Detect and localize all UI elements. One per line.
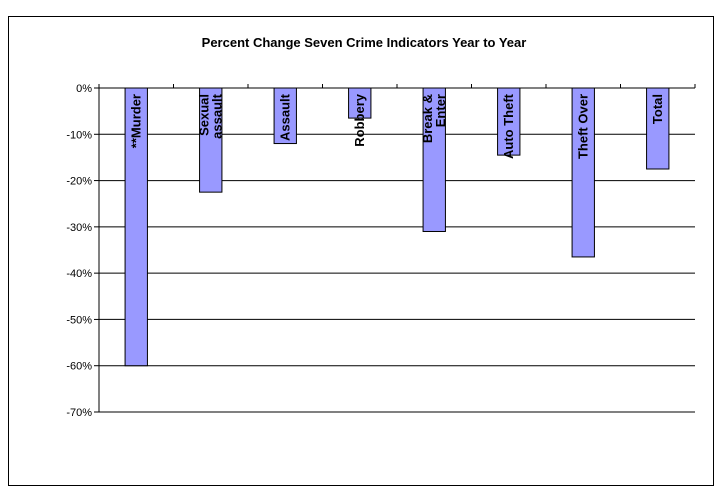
y-tick-label: -60%	[66, 361, 92, 373]
bars	[124, 87, 670, 367]
category-label-line: Theft Over	[575, 94, 590, 159]
category-label-line: assault	[209, 93, 224, 138]
y-tick-label: -50%	[66, 314, 92, 326]
axes	[98, 84, 696, 412]
bar-chart: Percent Change Seven Crime Indicators Ye…	[66, 35, 696, 419]
category-label-line: Robbery	[352, 93, 367, 147]
category-label: **Murder	[128, 94, 143, 148]
y-tick-label: -10%	[66, 129, 92, 141]
category-label: Theft Over	[575, 94, 590, 159]
category-label-line: Auto Theft	[501, 93, 516, 159]
category-label-line: Sexual	[196, 94, 211, 136]
chart-title: Percent Change Seven Crime Indicators Ye…	[202, 35, 527, 50]
category-label: Assault	[277, 93, 292, 141]
y-tick-label: -70%	[66, 407, 92, 419]
category-label-line: **Murder	[128, 94, 143, 148]
category-label-line: Enter	[433, 94, 448, 127]
y-tick-label: 0%	[76, 83, 92, 95]
category-label-line: Total	[650, 94, 665, 124]
y-tick-label: -20%	[66, 176, 92, 188]
category-label-line: Assault	[277, 93, 292, 141]
category-label: Break &Enter	[420, 94, 448, 143]
y-tick-label: -30%	[66, 222, 92, 234]
category-label: Robbery	[352, 93, 367, 147]
category-label: Auto Theft	[501, 93, 516, 159]
y-tick-label: -40%	[66, 268, 92, 280]
y-axis-ticks: 0% -10% -20% -30% -40% -50% -60% -70%	[66, 83, 99, 419]
chart-frame: Percent Change Seven Crime Indicators Ye…	[8, 16, 714, 486]
grid-lines	[99, 133, 695, 413]
category-label: Total	[650, 94, 665, 124]
category-label-line: Break &	[420, 94, 435, 143]
